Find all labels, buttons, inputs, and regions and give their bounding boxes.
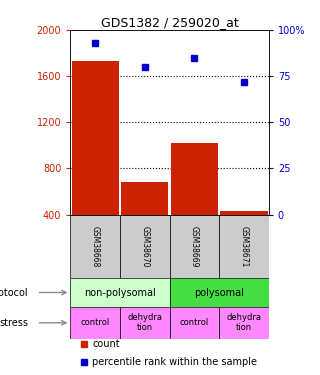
Bar	[70, 278, 170, 307]
Bar	[121, 182, 168, 214]
Bar	[72, 61, 119, 214]
Bar	[170, 214, 219, 278]
Text: GSM38669: GSM38669	[190, 226, 199, 267]
Text: count: count	[92, 339, 120, 350]
Bar	[219, 214, 269, 278]
Bar	[120, 214, 170, 278]
Bar	[170, 278, 269, 307]
Title: GDS1382 / 259020_at: GDS1382 / 259020_at	[101, 16, 238, 29]
Text: GSM38670: GSM38670	[140, 226, 149, 267]
Bar	[171, 143, 218, 214]
Bar	[220, 211, 268, 214]
Bar	[70, 214, 120, 278]
Text: stress: stress	[0, 318, 28, 328]
Text: control: control	[180, 318, 209, 327]
Text: control: control	[81, 318, 110, 327]
Bar	[219, 307, 269, 339]
Text: percentile rank within the sample: percentile rank within the sample	[92, 357, 257, 367]
Bar	[70, 307, 120, 339]
Bar	[120, 307, 170, 339]
Text: dehydra
tion: dehydra tion	[227, 313, 261, 333]
Text: GSM38671: GSM38671	[239, 226, 249, 267]
Text: GSM38668: GSM38668	[91, 226, 100, 267]
Bar	[170, 307, 219, 339]
Text: protocol: protocol	[0, 288, 28, 297]
Text: non-polysomal: non-polysomal	[84, 288, 156, 297]
Text: dehydra
tion: dehydra tion	[127, 313, 162, 333]
Text: polysomal: polysomal	[194, 288, 244, 297]
